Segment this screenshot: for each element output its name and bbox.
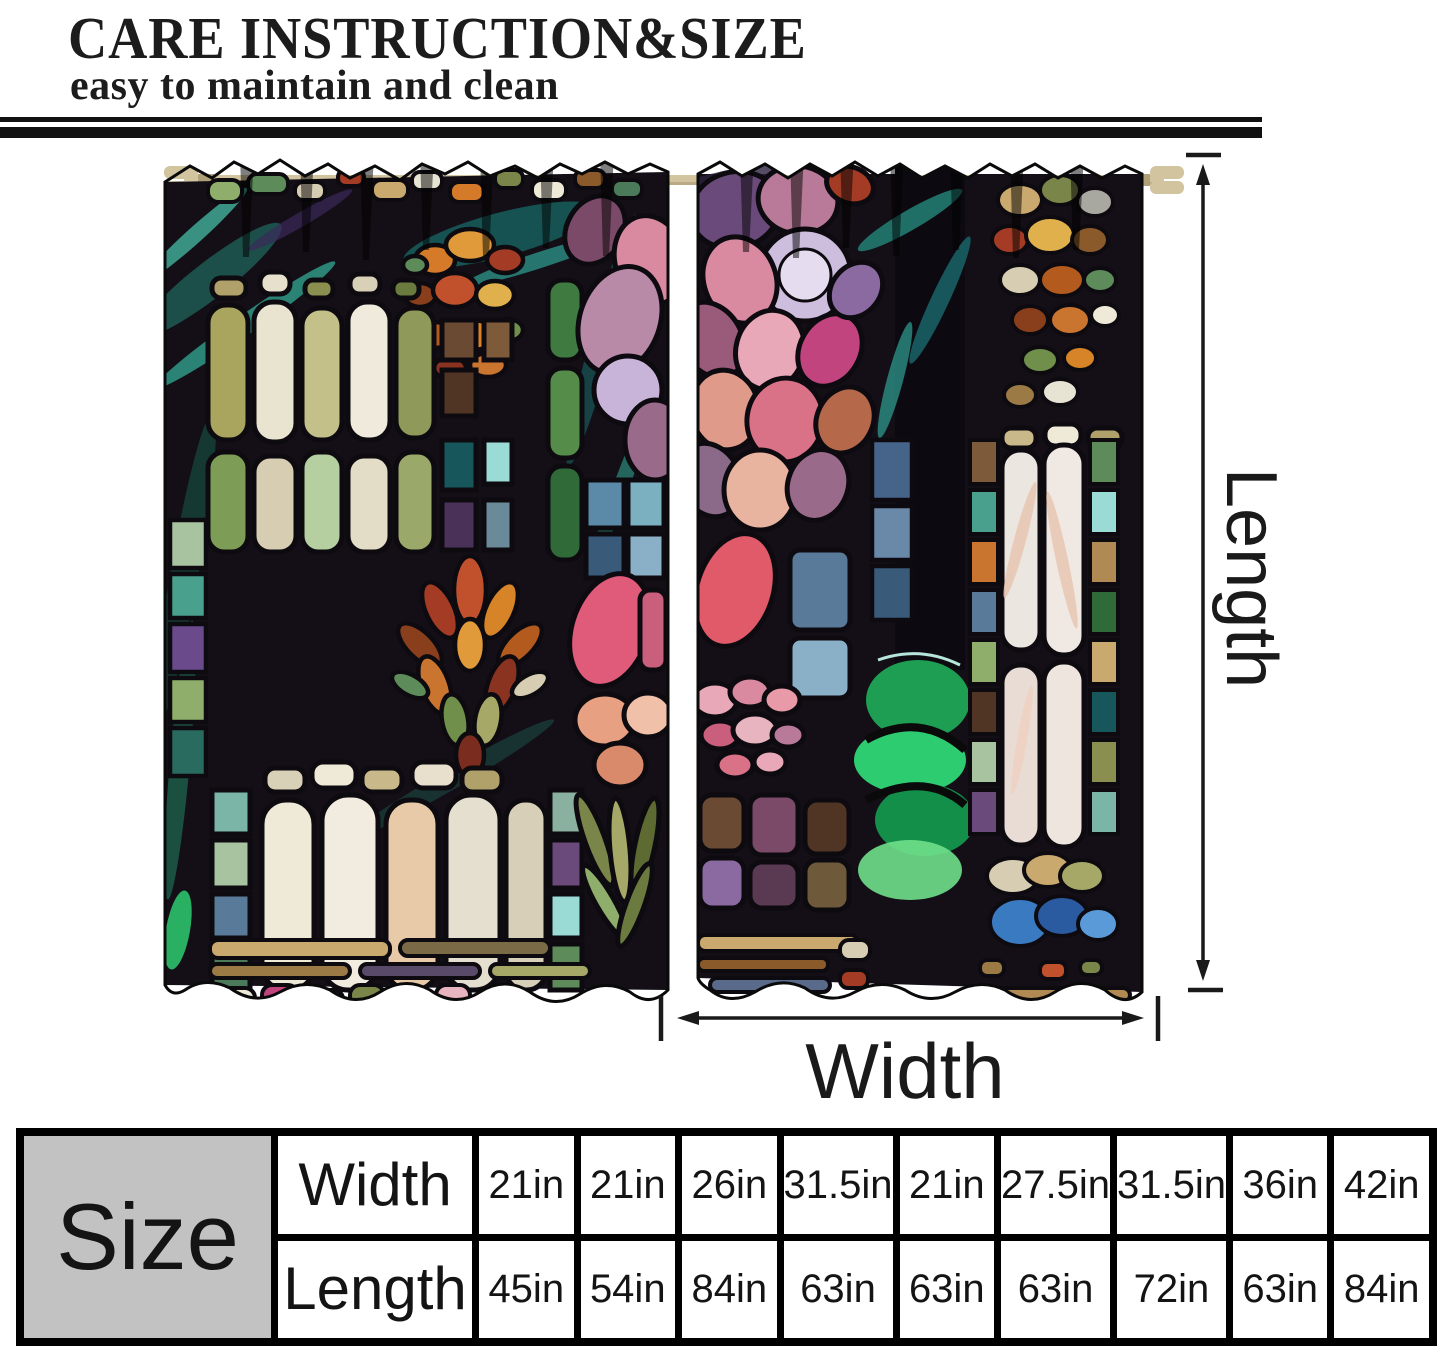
width-row-header: Width — [278, 1136, 472, 1234]
length-value: 84in — [682, 1240, 777, 1338]
length-value: 63in — [1232, 1240, 1328, 1338]
width-arrow — [658, 996, 1161, 1041]
width-value: 21in — [899, 1136, 995, 1234]
length-arrow — [1186, 152, 1223, 993]
curtain-illustration — [163, 152, 1223, 1041]
width-value: 36in — [1232, 1136, 1328, 1234]
flower-fragment-left — [562, 193, 668, 949]
length-value: 63in — [899, 1240, 995, 1338]
length-value: 63in — [783, 1240, 893, 1338]
size-table-corner: Size — [24, 1136, 271, 1338]
curtain-panel-right — [698, 162, 1142, 1000]
width-value: 21in — [479, 1136, 574, 1234]
length-row-header: Length — [278, 1240, 472, 1338]
length-measure-label: Length — [1211, 468, 1291, 689]
length-value: 54in — [580, 1240, 676, 1338]
panel-left-outline — [163, 158, 670, 1003]
width-value: 42in — [1334, 1136, 1429, 1234]
blue-stone — [1076, 906, 1120, 942]
slate-tiles-right — [869, 437, 915, 623]
width-value: 21in — [580, 1136, 676, 1234]
marble-streaks — [1003, 482, 1078, 795]
bottom-band-left — [208, 938, 592, 1002]
divider-line-thin — [0, 117, 1262, 122]
curtain-panel-left — [165, 160, 668, 1002]
bottom-band-right — [698, 851, 1132, 1000]
length-value: 72in — [1117, 1240, 1226, 1338]
divider-line-thick — [0, 127, 1262, 138]
length-value: 45in — [479, 1240, 574, 1338]
width-value: 31.5in — [783, 1136, 893, 1234]
length-value: 63in — [1001, 1240, 1110, 1338]
left-edge-tiles — [167, 517, 209, 779]
fold-shadows-left — [240, 160, 614, 260]
width-value: 26in — [682, 1136, 777, 1234]
fold-shadows-right — [740, 162, 1084, 258]
panel-right-outline — [696, 160, 1144, 1001]
side-tiles-right — [968, 438, 1120, 836]
length-value: 84in — [1334, 1240, 1429, 1338]
rust-leaf-cluster — [389, 553, 551, 780]
page-subtitle: easy to maintain and clean — [70, 63, 560, 109]
size-table: Size Width 21in 21in 26in 31.5in 21in 27… — [16, 1128, 1437, 1346]
width-value: 31.5in — [1117, 1136, 1226, 1234]
emerald-glass — [854, 652, 975, 900]
page-title: CARE INSTRUCTION&SIZE — [68, 5, 807, 71]
width-measure-label: Width — [805, 1027, 1005, 1115]
width-value: 27.5in — [1001, 1136, 1110, 1234]
upper-pillars-left — [205, 269, 585, 563]
